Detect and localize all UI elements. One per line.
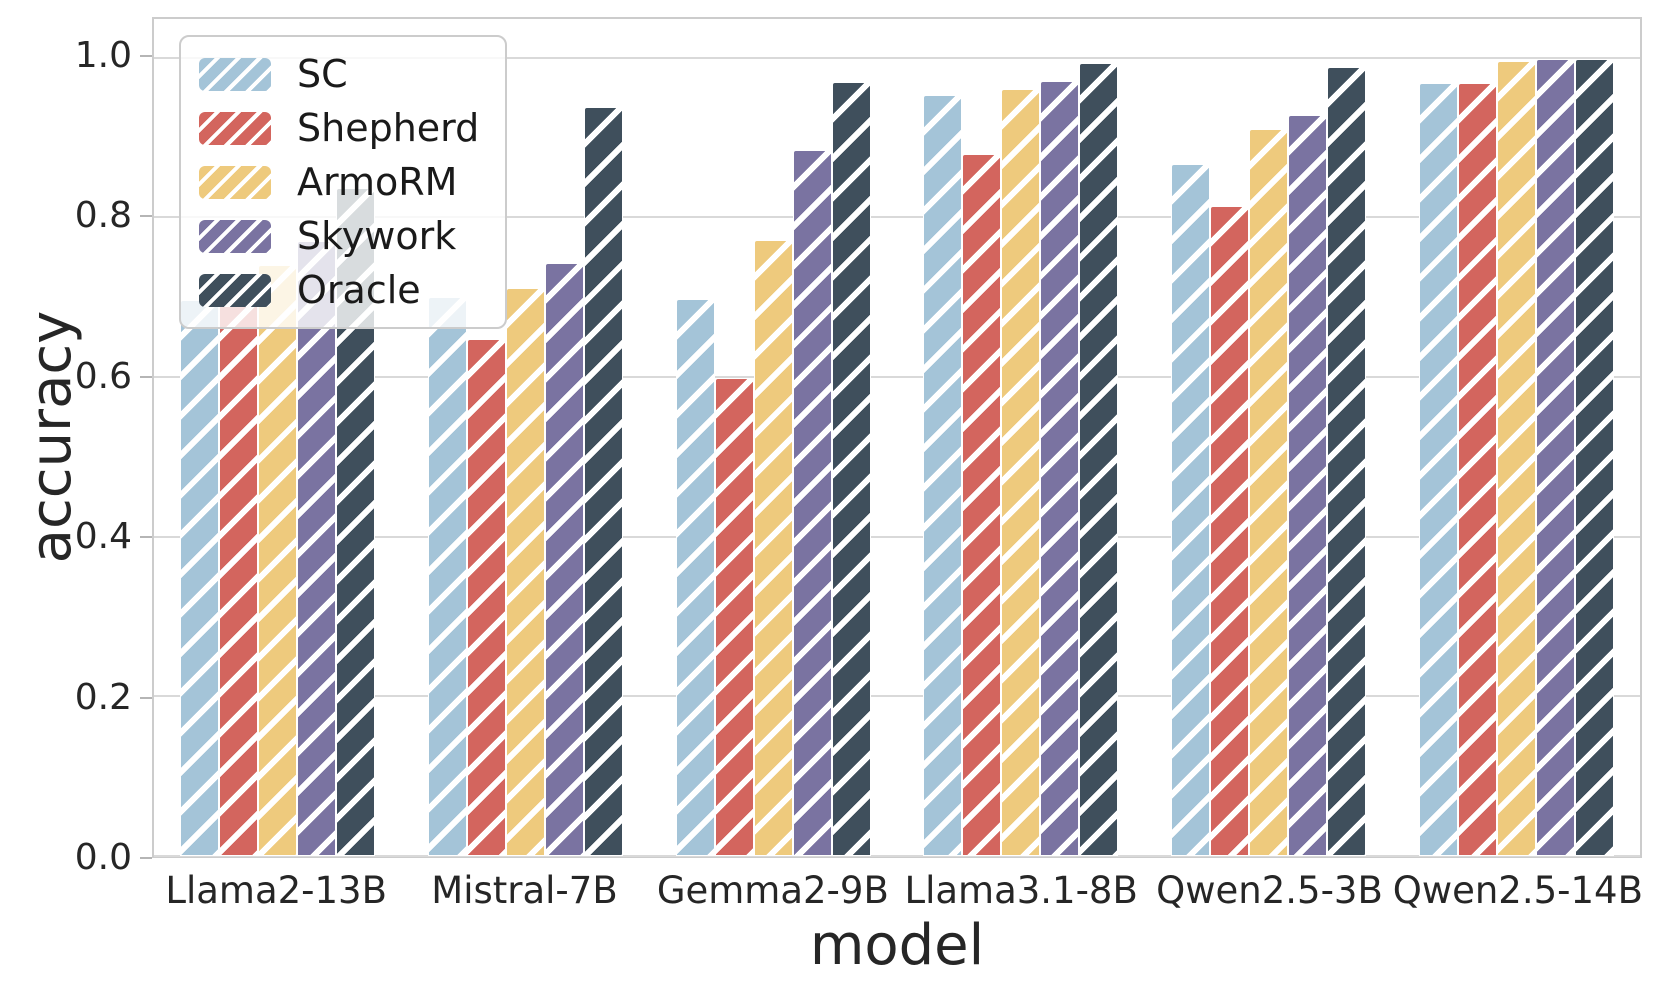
bar-ArmoRM-Gemma2-9B — [753, 239, 793, 856]
bar-Shepherd-Gemma2-9B — [714, 377, 754, 856]
bar-group-Gemma2-9B — [649, 19, 897, 856]
gridline-y-0.6 — [154, 376, 1640, 379]
x-tick-label-Qwen2.5-3B: Qwen2.5-3B — [1156, 869, 1383, 912]
y-tick-mark-0.6 — [140, 375, 152, 378]
legend-label-Shepherd: Shepherd — [297, 106, 480, 150]
bar-SC-Gemma2-9B — [675, 298, 715, 856]
bar-ArmoRM-Llama2-13B — [258, 264, 298, 856]
legend-swatch-ArmoRM — [199, 165, 271, 199]
bar-ArmoRM-Mistral-7B — [505, 288, 545, 856]
gridline-y-0.4 — [154, 535, 1640, 538]
x-tick-label-Mistral-7B: Mistral-7B — [431, 869, 618, 912]
legend-item-ArmoRM: ArmoRM — [199, 161, 479, 203]
legend-label-ArmoRM: ArmoRM — [297, 160, 458, 204]
y-tick-label-0.8: 0.8 — [74, 195, 132, 237]
x-axis-label: model — [809, 913, 985, 978]
bar-SC-Llama3.1-8B — [923, 94, 963, 856]
legend-item-SC: SC — [199, 53, 479, 95]
bar-SC-Llama2-13B — [180, 299, 220, 856]
y-tick-mark-1.0 — [140, 54, 152, 57]
gridline-y-0.8 — [154, 216, 1640, 219]
bar-group-Qwen2.5-14B — [1392, 19, 1640, 856]
legend-label-Skywork: Skywork — [297, 214, 457, 258]
y-axis-label: accuracy — [19, 310, 84, 564]
bar-group-Llama2-13B — [154, 19, 402, 856]
legend-swatch-SC — [199, 57, 271, 91]
legend-item-Oracle: Oracle — [199, 269, 479, 311]
bar-group-Qwen2.5-3B — [1145, 19, 1393, 856]
bar-SC-Qwen2.5-14B — [1418, 82, 1458, 856]
gridline-y-1 — [154, 56, 1640, 59]
y-tick-mark-0.8 — [140, 215, 152, 218]
bar-ArmoRM-Llama3.1-8B — [1001, 88, 1041, 856]
bar-Skywork-Mistral-7B — [544, 262, 584, 856]
legend-swatch-Skywork — [199, 219, 271, 253]
y-tick-label-0.6: 0.6 — [74, 355, 132, 397]
x-tick-label-Llama3.1-8B: Llama3.1-8B — [904, 869, 1138, 912]
legend-label-SC: SC — [297, 52, 348, 96]
bar-Shepherd-Llama3.1-8B — [962, 154, 1002, 856]
y-tick-mark-0.2 — [140, 696, 152, 699]
bar-SC-Mistral-7B — [427, 297, 467, 856]
bar-group-Llama3.1-8B — [897, 19, 1145, 856]
legend-swatch-Shepherd — [199, 111, 271, 145]
y-tick-mark-0.4 — [140, 536, 152, 539]
y-tick-label-0.4: 0.4 — [74, 516, 132, 558]
legend-swatch-Oracle — [199, 273, 271, 307]
x-tick-label-Llama2-13B: Llama2-13B — [165, 869, 387, 912]
x-tick-label-Qwen2.5-14B: Qwen2.5-14B — [1392, 869, 1643, 912]
legend: SC Shepherd ArmoRM Skywork Oracle — [179, 35, 508, 329]
bar-Skywork-Qwen2.5-3B — [1287, 115, 1327, 856]
bar-Shepherd-Qwen2.5-3B — [1209, 206, 1249, 856]
bar-Shepherd-Llama2-13B — [219, 301, 259, 856]
bar-Shepherd-Mistral-7B — [466, 338, 506, 856]
bar-Oracle-Qwen2.5-14B — [1574, 59, 1614, 856]
legend-label-Oracle: Oracle — [297, 268, 421, 312]
bar-Oracle-Llama3.1-8B — [1079, 62, 1119, 856]
legend-item-Shepherd: Shepherd — [199, 107, 479, 149]
bar-SC-Qwen2.5-3B — [1170, 163, 1210, 856]
bar-Oracle-Qwen2.5-3B — [1326, 67, 1366, 856]
bar-Oracle-Mistral-7B — [583, 107, 623, 856]
bar-Skywork-Llama3.1-8B — [1040, 80, 1080, 856]
bar-Skywork-Gemma2-9B — [792, 149, 832, 856]
bar-ArmoRM-Qwen2.5-14B — [1496, 61, 1536, 856]
legend-item-Skywork: Skywork — [199, 215, 479, 257]
bar-Skywork-Qwen2.5-14B — [1535, 59, 1575, 856]
x-tick-label-Gemma2-9B: Gemma2-9B — [656, 869, 889, 912]
plot-area: SC Shepherd ArmoRM Skywork Oracle — [152, 17, 1642, 858]
bar-Skywork-Llama2-13B — [297, 241, 337, 856]
y-tick-mark-0.0 — [140, 857, 152, 859]
gridline-y-0 — [154, 855, 1640, 857]
gridline-y-0.2 — [154, 695, 1640, 698]
y-tick-label-0.0: 0.0 — [74, 837, 132, 878]
y-tick-label-0.2: 0.2 — [74, 676, 132, 718]
bar-ArmoRM-Qwen2.5-3B — [1248, 128, 1288, 856]
bar-Shepherd-Qwen2.5-14B — [1457, 83, 1497, 856]
bar-group-Mistral-7B — [402, 19, 650, 856]
y-tick-label-1.0: 1.0 — [74, 34, 132, 76]
bar-Oracle-Gemma2-9B — [831, 81, 871, 856]
